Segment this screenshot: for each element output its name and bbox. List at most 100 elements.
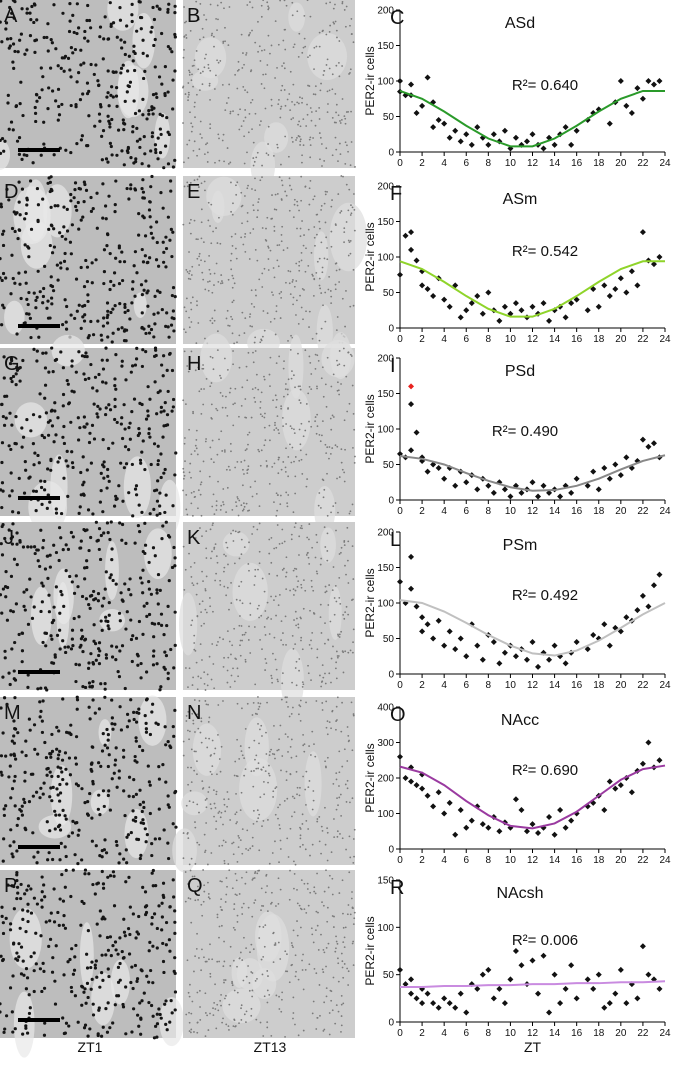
cell [306,403,308,405]
cell [219,758,221,760]
cell [352,447,354,449]
cell [17,272,20,275]
cell [86,300,89,303]
cell [26,7,29,10]
cell [340,815,342,817]
cell [241,907,243,909]
cell [117,670,120,673]
cell [174,990,177,993]
cell [203,388,205,390]
cell [39,290,42,293]
cell [75,209,78,212]
cell [85,1002,88,1005]
cell [191,1001,193,1003]
cell [335,122,337,124]
cell [233,908,235,910]
cell [252,837,254,839]
cell [166,369,169,372]
cell [28,993,31,996]
cell [229,686,231,688]
cell [156,500,159,503]
x-tick-label: 16 [571,1028,583,1039]
cell [140,187,143,190]
cell [205,689,207,691]
cell [344,748,346,750]
cell [19,102,22,105]
cell [198,812,200,814]
cell [74,48,77,51]
cell [225,1024,227,1026]
cell [153,18,156,21]
cell [33,951,36,954]
cell [112,21,115,24]
cell [191,582,193,584]
cell [191,274,193,276]
cell [241,1004,243,1006]
cell [265,753,267,755]
cell [219,580,221,582]
cell [132,795,135,798]
cell [284,541,286,543]
cell [199,89,201,91]
cell [243,473,245,475]
cell [165,921,168,924]
cell [124,445,127,448]
cell [183,6,185,8]
cell [338,363,340,365]
cell [98,662,101,665]
cell [253,740,255,742]
cell [255,1019,257,1021]
cell [223,798,225,800]
cell [108,125,111,128]
cell [151,916,154,919]
cell [216,644,218,646]
cell [207,882,209,884]
cell [88,334,91,337]
cell [83,872,86,875]
cell [312,590,314,592]
cell [33,2,36,5]
cell [91,746,94,749]
cell [213,368,215,370]
cell [11,522,14,525]
cell [304,430,306,432]
cell [254,575,256,577]
cell [210,273,212,275]
cell [285,576,287,578]
cell [10,254,13,257]
cell [37,270,40,273]
cell [255,289,257,291]
cell [71,831,74,834]
cell [148,208,151,211]
cell [277,429,279,431]
cell [354,462,356,464]
data-point [651,440,657,446]
cell [66,495,69,498]
cell [16,959,19,962]
cell [118,776,121,779]
y-tick-label: 200 [377,774,394,785]
cell [286,195,288,197]
cell [95,959,98,962]
cell [134,964,137,967]
cell [272,796,274,798]
cell [324,292,326,294]
cell [169,905,172,908]
y-tick-label: 0 [388,324,394,335]
data-point [552,832,558,838]
cell [287,736,289,738]
cell [268,258,270,260]
data-point [485,142,491,148]
cell [222,282,224,284]
cell [151,945,154,948]
cell [59,647,62,650]
cell [152,112,155,115]
data-point [618,472,624,478]
tissue-streak [232,563,267,621]
cell [117,966,120,969]
cell [249,614,251,616]
cell [119,71,122,74]
cell [26,903,29,906]
cell [298,323,300,325]
cell [2,415,5,418]
